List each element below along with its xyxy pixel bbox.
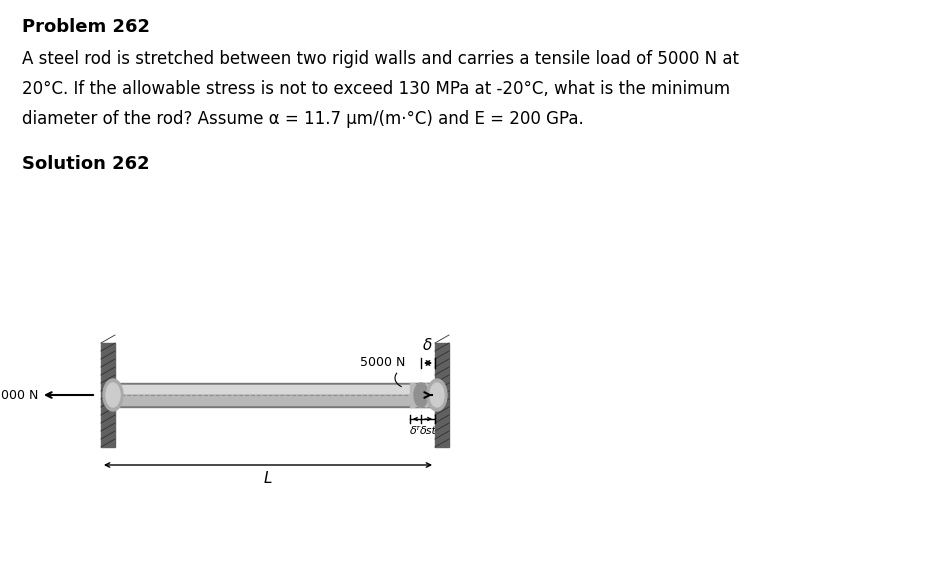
- Ellipse shape: [430, 383, 444, 407]
- Ellipse shape: [103, 379, 123, 411]
- Ellipse shape: [106, 383, 120, 407]
- Bar: [115, 385, 434, 405]
- Text: 5000 N: 5000 N: [0, 389, 38, 402]
- Ellipse shape: [413, 383, 428, 407]
- Text: Solution 262: Solution 262: [22, 155, 149, 173]
- Bar: [434, 343, 448, 447]
- Text: Problem 262: Problem 262: [22, 18, 150, 36]
- Text: A steel rod is stretched between two rigid walls and carries a tensile load of 5: A steel rod is stretched between two rig…: [22, 50, 738, 68]
- Text: δ: δ: [423, 338, 432, 353]
- Bar: [115, 385, 434, 393]
- Bar: [410, 383, 434, 407]
- Ellipse shape: [108, 383, 122, 407]
- Bar: [101, 343, 115, 447]
- Text: diameter of the rod? Assume α = 11.7 μm/(m·°C) and E = 200 GPa.: diameter of the rod? Assume α = 11.7 μm/…: [22, 110, 583, 128]
- Text: δᵀ: δᵀ: [410, 426, 421, 436]
- Text: δst: δst: [419, 426, 436, 436]
- Text: L: L: [263, 471, 272, 486]
- Bar: [115, 383, 434, 407]
- Text: 5000 N: 5000 N: [360, 356, 405, 369]
- Text: 20°C. If the allowable stress is not to exceed 130 MPa at -20°C, what is the min: 20°C. If the allowable stress is not to …: [22, 80, 730, 98]
- Ellipse shape: [427, 379, 447, 411]
